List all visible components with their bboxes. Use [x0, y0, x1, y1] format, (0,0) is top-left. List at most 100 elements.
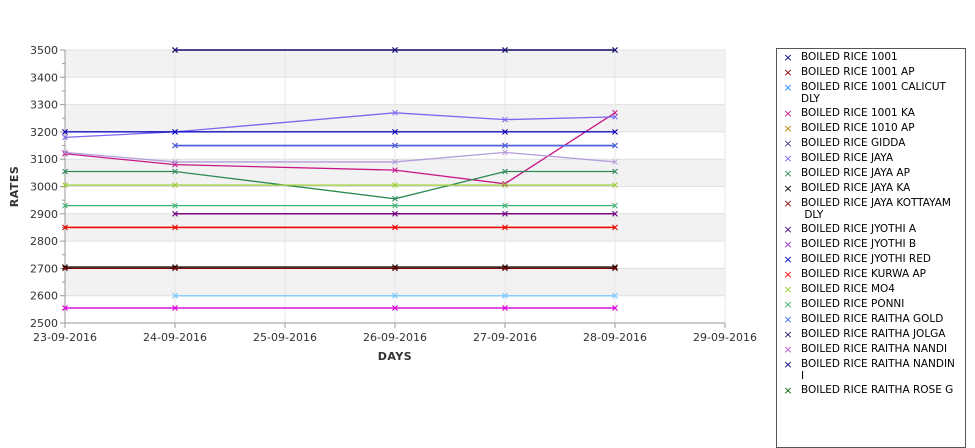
data-point-marker	[392, 210, 398, 217]
data-point-marker	[502, 182, 508, 188]
data-point-marker	[392, 159, 398, 165]
legend-label: BOILED RICE RAITHA GOLD	[801, 313, 944, 325]
legend-item: × BOILED RICE 1001	[777, 51, 965, 64]
legend-label: BOILED RICE 1001 AP	[801, 66, 915, 78]
data-point-marker	[612, 224, 618, 231]
legend-label: BOILED RICE 1001	[801, 51, 898, 63]
x-tick-label: 29-09-2016	[693, 331, 757, 344]
legend-item: × BOILED RICE JYOTHI A	[777, 223, 965, 236]
legend-marker-icon: ×	[783, 223, 793, 236]
legend-item: × BOILED RICE JYOTHI B	[777, 238, 965, 251]
legend-item: × BOILED RICE RAITHA GOLD	[777, 313, 965, 326]
data-point-marker	[172, 182, 178, 188]
data-point-marker	[392, 265, 398, 272]
legend-label: BOILED RICE JAYA KA	[801, 182, 911, 194]
data-point-marker	[502, 116, 508, 123]
data-point-marker	[62, 265, 68, 272]
data-point-marker	[62, 202, 68, 209]
data-point-marker	[392, 109, 398, 116]
data-point-marker	[392, 292, 398, 299]
legend: × BOILED RICE 1001 × BOILED RICE 1001 AP × BO…	[776, 48, 966, 448]
data-point-marker	[62, 224, 68, 231]
legend-label: BOILED RICE PONNI	[801, 298, 905, 310]
data-point-marker	[62, 134, 68, 141]
data-point-marker	[62, 150, 68, 157]
legend-item: × BOILED RICE 1001 AP	[777, 66, 965, 79]
data-point-marker	[172, 47, 178, 53]
legend-label: BOILED RICE KURWA AP	[801, 268, 926, 280]
data-point-marker	[502, 168, 508, 175]
legend-label: BOILED RICE RAITHA JOLGA	[801, 328, 946, 340]
data-point-marker	[612, 182, 618, 188]
legend-label: BOILED RICE JYOTHI RED	[801, 253, 931, 265]
data-point-marker	[62, 264, 68, 270]
data-point-marker	[172, 305, 178, 311]
line-chart: 2500 2600 2700 2800 2900 3000 3100 3200 3300 3400…	[8, 44, 757, 363]
data-point-marker	[612, 129, 618, 135]
legend-marker-icon: ×	[783, 238, 793, 251]
legend-marker-icon: ×	[783, 107, 793, 120]
y-axis-title: RATES	[8, 166, 21, 208]
legend-label: BOILED RICE 1001 CALICUT DLY	[801, 81, 946, 105]
y-tick-labels: 2500 2600 2700 2800 2900 3000 3100 3200 3300 3400…	[30, 44, 58, 330]
data-point-marker	[612, 114, 618, 120]
x-tick-labels: 23-09-2016 24-09-2016 25-09-2016 26-09-2016…	[33, 331, 757, 344]
legend-marker-icon: ×	[783, 343, 793, 356]
data-point-marker	[502, 224, 508, 231]
legend-marker-icon: ×	[783, 51, 793, 64]
axes	[60, 49, 726, 328]
legend-label: BOILED RICE JYOTHI A	[801, 223, 917, 235]
data-point-marker	[172, 210, 178, 217]
data-point-marker	[392, 305, 398, 311]
data-point-marker	[62, 168, 68, 175]
data-point-marker	[392, 129, 398, 135]
legend-label: BOILED RICE RAITHA NANDI	[801, 343, 948, 355]
legend-item: × BOILED RICE RAITHA ROSE G	[777, 384, 965, 397]
x-tick-label: 24-09-2016	[143, 331, 207, 344]
y-tick-label: 2500	[30, 317, 58, 330]
legend-marker-icon: ×	[783, 137, 793, 150]
legend-marker-icon: ×	[783, 384, 793, 397]
legend-label: BOILED RICE JYOTHI B	[801, 238, 917, 250]
data-point-marker	[392, 264, 398, 270]
legend-label: BOILED RICE JAYA AP	[801, 167, 910, 179]
data-point-marker	[612, 265, 618, 272]
data-point-marker	[502, 305, 508, 311]
legend-item: × BOILED RICE RAITHA JOLGA	[777, 328, 965, 341]
x-tick-label: 28-09-2016	[583, 331, 647, 344]
legend-marker-icon: ×	[783, 182, 793, 195]
data-point-marker	[502, 47, 508, 53]
data-point-marker	[502, 142, 508, 149]
data-point-marker	[172, 224, 178, 231]
y-tick-label: 2800	[30, 235, 58, 248]
data-point-marker	[62, 182, 68, 188]
data-point-marker	[172, 265, 178, 272]
legend-marker-icon: ×	[783, 328, 793, 341]
legend-item: × BOILED RICE GIDDA	[777, 137, 965, 150]
legend-item: × BOILED RICE RAITHA NANDIN I	[777, 358, 965, 382]
x-tick-label: 27-09-2016	[473, 331, 537, 344]
legend-item: × BOILED RICE KURWA AP	[777, 268, 965, 281]
legend-item: × BOILED RICE JYOTHI RED	[777, 253, 965, 266]
legend-item: × BOILED RICE JAYA	[777, 152, 965, 165]
y-tick-label: 2600	[30, 290, 58, 303]
data-point-marker	[62, 305, 68, 311]
legend-item: × BOILED RICE RAITHA NANDI	[777, 343, 965, 356]
data-point-marker	[612, 109, 618, 116]
data-point-marker	[392, 202, 398, 209]
data-point-marker	[172, 202, 178, 209]
y-tick-label: 3500	[30, 44, 58, 57]
data-point-marker	[172, 264, 178, 270]
data-point-marker	[172, 159, 178, 165]
data-point-marker	[172, 168, 178, 175]
y-tick-label: 3200	[30, 126, 58, 139]
legend-label: BOILED RICE 1010 AP	[801, 122, 915, 134]
data-point-marker	[62, 149, 68, 156]
legend-label: BOILED RICE RAITHA ROSE G	[801, 384, 954, 396]
legend-label: BOILED RICE MO4	[801, 283, 895, 295]
y-tick-label: 2900	[30, 208, 58, 221]
legend-item: × BOILED RICE JAYA KA	[777, 182, 965, 195]
y-tick-label: 3300	[30, 99, 58, 112]
data-point-marker	[502, 202, 508, 209]
data-point-marker	[502, 180, 508, 187]
